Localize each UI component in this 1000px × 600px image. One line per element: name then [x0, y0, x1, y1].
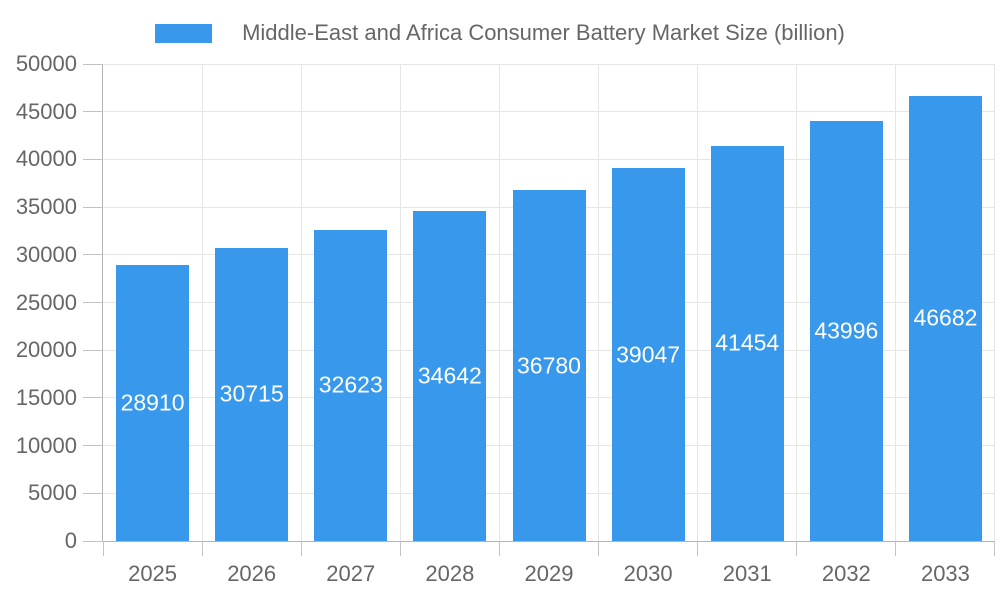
x-axis-tick [399, 541, 401, 556]
gridline-vertical [895, 64, 897, 541]
y-axis-tick [83, 158, 103, 160]
legend-label: Middle-East and Africa Consumer Battery … [242, 20, 845, 45]
y-axis-tick-label: 0 [64, 528, 77, 553]
bar-value-label: 43996 [814, 317, 879, 344]
y-axis-tick [83, 63, 103, 65]
gridline-vertical [498, 64, 500, 541]
y-axis-tick [83, 206, 103, 208]
y-axis-tick [83, 492, 103, 494]
y-axis-tick-label: 35000 [15, 194, 77, 220]
x-axis-tick-label: 2025 [128, 561, 178, 586]
bar[interactable]: 32623 [314, 229, 388, 541]
gridline-vertical [598, 64, 600, 541]
y-axis-tick-label: 50000 [15, 51, 77, 76]
bar[interactable]: 30715 [215, 247, 289, 541]
y-axis-tick-label: 30000 [15, 241, 77, 267]
x-axis-tick [498, 541, 500, 556]
y-axis-tick-label: 10000 [15, 432, 77, 458]
bar[interactable]: 46682 [908, 95, 982, 541]
bar[interactable]: 39047 [611, 168, 685, 541]
legend-item[interactable]: Middle-East and Africa Consumer Battery … [0, 20, 1000, 46]
gridline-horizontal [103, 158, 995, 160]
x-axis-tick-label: 2027 [326, 561, 376, 586]
gridline-vertical [697, 64, 699, 541]
y-axis-tick-label: 45000 [15, 98, 77, 124]
bar-value-label: 28910 [120, 389, 185, 416]
y-axis-tick-label: 5000 [28, 480, 77, 506]
x-axis-tick [300, 541, 302, 556]
y-axis-tick [83, 540, 103, 542]
plot-area: 0 5000 10000 15000 20000 25000 30000 35000 40000… [16, 51, 995, 586]
x-axis-tick [895, 541, 897, 556]
legend-swatch [155, 23, 213, 43]
x-axis-tick [697, 541, 699, 556]
bar-value-label: 34642 [417, 362, 482, 389]
x-axis-tick-label: 2033 [920, 561, 970, 586]
bar-value-label: 36780 [517, 352, 581, 379]
y-axis-tick-label: 25000 [15, 289, 77, 315]
bar[interactable]: 41454 [710, 145, 784, 541]
x-axis-tick-label: 2031 [722, 561, 772, 586]
bar-value-label: 46682 [913, 304, 978, 331]
x-axis-tick [994, 541, 995, 556]
gridline-vertical [994, 64, 995, 541]
bar-value-label: 41454 [715, 329, 780, 356]
y-axis-tick [83, 445, 103, 447]
bar[interactable]: 34642 [413, 210, 487, 541]
x-axis-tick-label: 2030 [623, 561, 673, 586]
x-axis-tick-label: 2032 [821, 561, 871, 586]
x-axis-tick [201, 541, 203, 556]
gridline-vertical [300, 64, 302, 541]
bar-value-label: 39047 [616, 341, 681, 368]
y-axis-tick [83, 111, 103, 113]
bar-value-label: 30715 [219, 380, 284, 407]
y-axis-tick [83, 302, 103, 303]
gridline-horizontal [103, 111, 995, 113]
x-axis-tick [598, 541, 600, 556]
y-axis-tick-label: 15000 [15, 384, 77, 410]
x-axis-tick-label: 2026 [227, 561, 277, 586]
bar[interactable]: 36780 [512, 190, 586, 541]
x-axis-tick [102, 541, 104, 556]
x-axis-tick [796, 541, 798, 556]
gridline-vertical [399, 64, 401, 541]
x-axis-tick-label: 2029 [524, 561, 574, 586]
y-axis-tick [83, 397, 103, 399]
bar[interactable]: 28910 [116, 265, 190, 541]
bar[interactable]: 43996 [809, 121, 883, 541]
x-axis-tick-label: 2028 [425, 561, 475, 586]
y-axis-tick [83, 349, 103, 351]
y-axis-tick-label: 20000 [15, 337, 77, 363]
y-axis-tick-label: 40000 [15, 146, 77, 172]
gridline-horizontal [103, 63, 995, 65]
bar-value-label: 32623 [318, 371, 383, 398]
y-axis-tick [83, 254, 103, 256]
gridline-vertical [796, 64, 798, 541]
gridline-vertical [201, 64, 203, 541]
